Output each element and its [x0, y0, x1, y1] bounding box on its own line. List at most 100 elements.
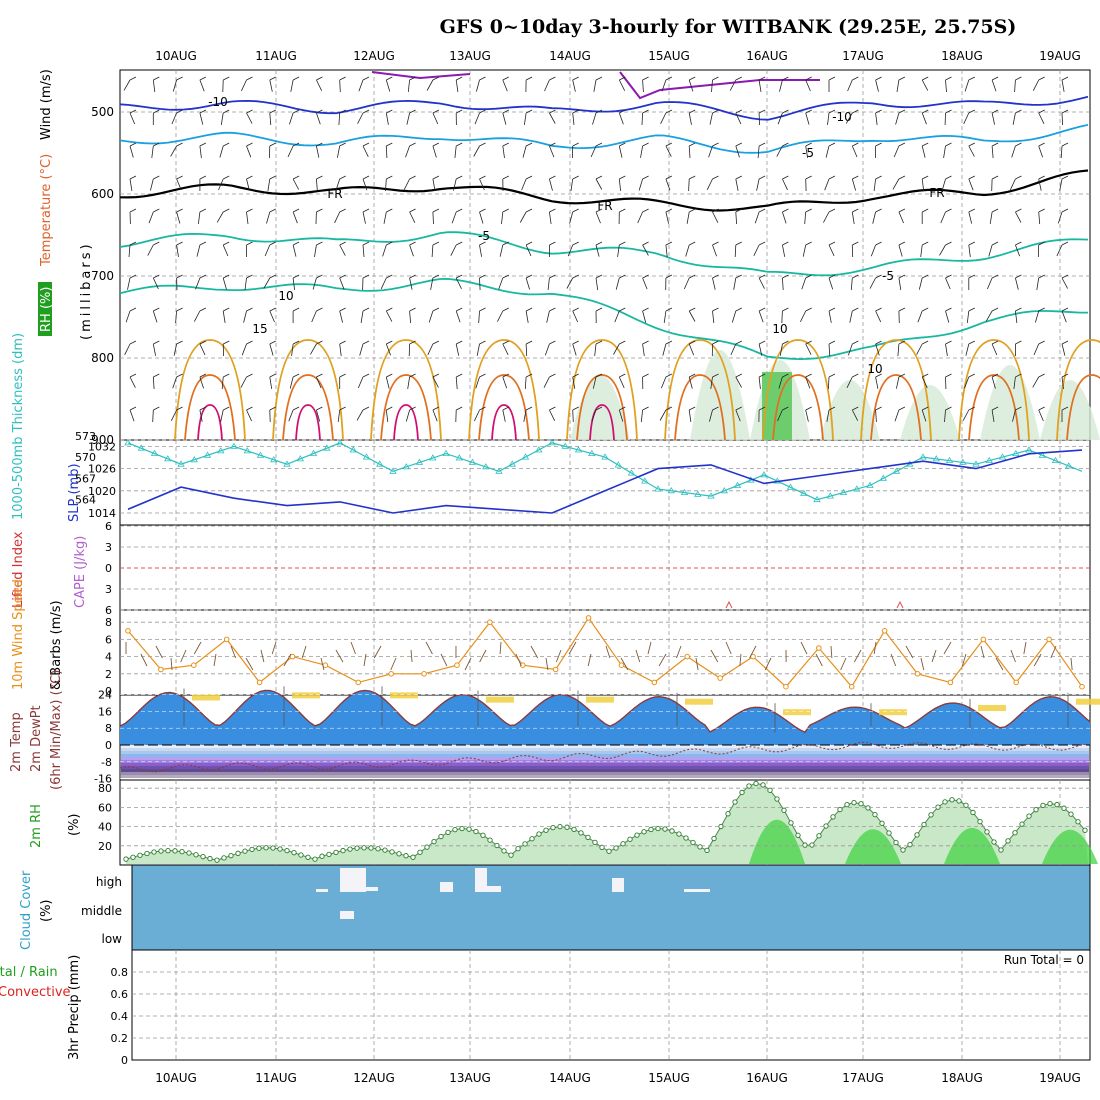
date-label-bottom: 11AUG: [255, 1071, 297, 1085]
thickness-marker: [309, 449, 318, 456]
isotherm-15-arc: [762, 339, 834, 441]
date-label-top: 12AUG: [353, 49, 395, 63]
wind-barb: [1011, 142, 1022, 158]
wind-barb: [572, 109, 579, 125]
thickness-marker: [177, 460, 185, 467]
wind-barb: [475, 373, 486, 389]
rh-point: [564, 824, 570, 830]
wind-barb-10m: [830, 645, 833, 659]
wind-barb: [921, 142, 929, 158]
rh-point: [774, 796, 780, 802]
rh-point: [487, 837, 493, 843]
ylabel-3hr-precip: 3hr Precip (mm): [67, 955, 82, 1060]
cloud-block: [340, 868, 366, 892]
thickness-ytick: 570: [75, 451, 96, 464]
temp-peak-yellow: [292, 692, 320, 699]
date-label-bottom: 15AUG: [648, 1071, 690, 1085]
wind-barb: [129, 373, 137, 388]
thickness-marker: [124, 439, 132, 446]
wind-barb: [805, 406, 812, 422]
wind-barb: [618, 109, 626, 125]
wind-barb: [129, 208, 137, 225]
ylabel-temp2m: 2m Temp 2m DewPt (6hr Min/Max) (°C): [9, 670, 64, 790]
ylabel-lifted-index: Lifted Index: [11, 531, 26, 608]
chart-title: GFS 0~10day 3-hourly for WITBANK (29.25E…: [440, 16, 1017, 38]
contour-line: [119, 95, 1089, 121]
rh-point: [277, 846, 283, 852]
wind-speed-point: [355, 679, 362, 686]
wind-barb: [662, 340, 673, 356]
wind-barb: [292, 307, 300, 323]
ylabel-wind-speed: 10m Wind Speed: [11, 579, 26, 690]
wind-barb: [939, 241, 952, 256]
rh-point: [130, 854, 136, 860]
wind-barb-10m: [230, 645, 237, 659]
wind-barb: [758, 307, 766, 323]
wind-barb: [688, 406, 696, 422]
date-label-bottom: 16AUG: [746, 1071, 788, 1085]
date-label-bottom: 10AUG: [155, 1071, 197, 1085]
wind-barb-10m: [605, 645, 611, 659]
wind-barb: [1032, 373, 1045, 388]
thickness-marker: [1065, 462, 1073, 469]
isotherm-20-arc: [478, 374, 530, 441]
cloud-block: [440, 882, 453, 892]
wind-barb-10m: [920, 657, 925, 671]
wind-barb: [407, 76, 416, 92]
rh-point: [1075, 819, 1081, 825]
rh-point: [851, 799, 857, 806]
wind-barb: [570, 175, 579, 191]
thickness-ytick: 567: [75, 472, 96, 485]
thickness-marker: [137, 444, 146, 451]
wind-barb-10m: [545, 657, 549, 671]
cloud-block: [487, 886, 501, 892]
temp-cold-band: [121, 751, 1089, 754]
wind-barb: [710, 373, 719, 389]
wind-barb: [709, 406, 719, 422]
ylabel-wind10m: 10m Wind Speed & Barbs (m/s): [11, 579, 64, 690]
thickness-marker: [283, 460, 291, 467]
ylabel-2m-dewpt: 2m DewPt: [29, 705, 44, 772]
wind-barb-10m: [301, 645, 307, 659]
temp-peak-yellow: [879, 709, 907, 716]
wind-barb: [847, 76, 859, 92]
wind-barb: [804, 208, 812, 225]
rh-point: [298, 852, 304, 858]
wind-barb: [152, 307, 160, 323]
thickness-marker: [1051, 456, 1060, 463]
thickness-marker: [826, 492, 835, 499]
wind-barb: [292, 208, 300, 224]
wind-barb-10m: [764, 657, 772, 671]
wind-barb: [665, 142, 673, 157]
wind-barb: [968, 274, 975, 290]
thickness-marker: [389, 467, 397, 474]
wind-barb: [128, 241, 137, 258]
wind-speed-point: [881, 628, 888, 634]
wind-barb: [1038, 208, 1045, 225]
wind-barb: [591, 406, 603, 422]
wind-barb-10m: [676, 645, 682, 659]
wind-barb: [848, 340, 859, 356]
wind-barb: [592, 109, 603, 125]
wind-barb: [964, 76, 975, 92]
wind-barb: [712, 241, 719, 257]
wind-barb: [519, 208, 533, 223]
rh-point: [1068, 811, 1074, 817]
wind-barb: [569, 208, 579, 224]
temp-cold-band: [121, 757, 1089, 760]
wind-barb: [455, 274, 463, 289]
wind-barb: [1061, 340, 1069, 356]
wind-barb: [310, 340, 323, 355]
rh-point: [844, 801, 850, 808]
wind-barb: [618, 208, 626, 225]
wind-barb: [875, 340, 882, 356]
wind-barb: [222, 307, 230, 323]
wind-barb-10m: [695, 657, 699, 671]
isotherm-15-arc: [566, 339, 638, 441]
rh-point: [1054, 801, 1060, 808]
rh-point: [214, 857, 220, 863]
wind-barb: [292, 175, 300, 190]
rh-point: [872, 811, 878, 818]
wind-barb: [661, 76, 673, 92]
rh-point: [536, 831, 542, 837]
